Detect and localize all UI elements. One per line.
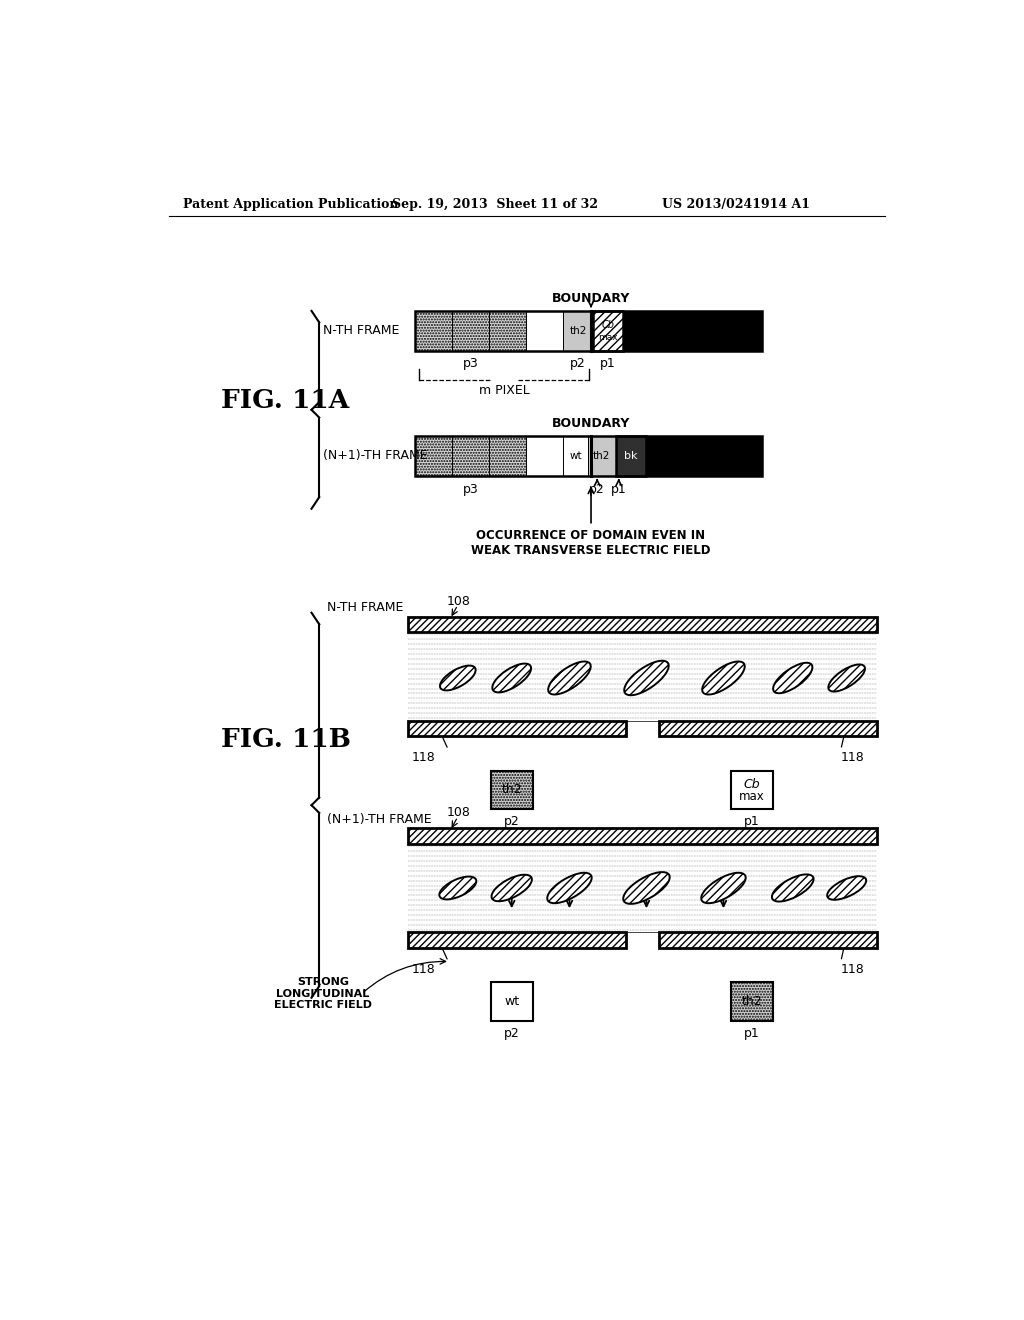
Text: th2: th2 [741,995,763,1008]
Text: p1: p1 [600,356,615,370]
Bar [416,436,762,475]
Bar [489,312,526,351]
Text: bk: bk [625,450,638,461]
Bar [408,632,878,721]
Ellipse shape [701,873,745,903]
Text: m PIXEL: m PIXEL [478,384,529,397]
Ellipse shape [702,661,744,694]
Bar [563,436,588,475]
Bar [489,436,526,475]
Text: BOUNDARY: BOUNDARY [552,292,630,305]
Bar [658,721,878,737]
Bar [593,312,624,351]
Bar [416,312,453,351]
Text: Sep. 19, 2013  Sheet 11 of 32: Sep. 19, 2013 Sheet 11 of 32 [392,198,598,211]
Bar [408,932,627,948]
Ellipse shape [624,873,670,904]
Ellipse shape [493,664,531,693]
Bar [453,312,489,351]
Text: th2: th2 [502,783,522,796]
Text: Patent Application Publication: Patent Application Publication [183,198,398,211]
Ellipse shape [547,873,592,903]
Text: Cb: Cb [601,321,614,330]
Text: N-TH FRAME: N-TH FRAME [323,325,399,338]
Bar [615,436,646,475]
Bar [676,436,705,475]
Text: p3: p3 [463,356,479,370]
Bar [705,436,733,475]
Ellipse shape [548,661,591,694]
Ellipse shape [773,663,812,693]
Text: FIG. 11B: FIG. 11B [221,727,351,752]
Text: p1: p1 [611,483,627,496]
Text: N-TH FRAME: N-TH FRAME [327,601,403,614]
Bar [526,436,563,475]
Text: p3: p3 [463,483,479,496]
Bar [733,436,762,475]
Bar [408,616,878,632]
Text: max: max [598,333,617,342]
Bar [646,436,676,475]
Text: wt: wt [505,995,519,1008]
Bar [416,312,762,351]
Text: (N+1)-TH FRAME: (N+1)-TH FRAME [327,813,431,825]
Text: p2: p2 [504,1027,520,1040]
Text: Cb: Cb [743,777,761,791]
Text: OCCURRENCE OF DOMAIN EVEN IN
WEAK TRANSVERSE ELECTRIC FIELD: OCCURRENCE OF DOMAIN EVEN IN WEAK TRANSV… [471,529,711,557]
Text: wt: wt [569,450,582,461]
Text: max: max [739,791,765,804]
Text: th2: th2 [569,326,587,335]
Bar [658,932,878,948]
Text: p2: p2 [504,814,520,828]
Bar [731,771,773,809]
Bar [408,843,878,932]
Bar [416,436,453,475]
Bar [490,982,534,1020]
Ellipse shape [772,874,814,902]
Ellipse shape [492,875,531,902]
Bar [658,312,692,351]
Text: 118: 118 [841,751,864,764]
Text: FIG. 11A: FIG. 11A [221,388,349,413]
Ellipse shape [828,664,865,692]
Text: BOUNDARY: BOUNDARY [552,417,630,430]
Text: 118: 118 [412,962,435,975]
Bar [453,436,489,475]
Bar [624,312,658,351]
Bar [563,312,593,351]
Text: p2: p2 [570,356,586,370]
Bar [408,721,627,737]
Ellipse shape [440,665,476,690]
Text: 108: 108 [446,807,470,820]
Text: (N+1)-TH FRAME: (N+1)-TH FRAME [323,449,428,462]
Text: p1: p1 [744,1027,760,1040]
Text: p2: p2 [589,483,605,496]
Text: 118: 118 [841,962,864,975]
Bar [408,829,878,843]
Bar [490,771,534,809]
Bar [588,436,615,475]
Ellipse shape [439,876,476,899]
Bar [727,312,762,351]
Ellipse shape [827,876,866,900]
Ellipse shape [625,661,669,696]
Text: STRONG
LONGITUDINAL
ELECTRIC FIELD: STRONG LONGITUDINAL ELECTRIC FIELD [274,977,372,1010]
Text: US 2013/0241914 A1: US 2013/0241914 A1 [662,198,810,211]
Text: th2: th2 [593,450,610,461]
Bar [526,312,563,351]
Text: 108: 108 [446,594,470,607]
Text: p1: p1 [744,814,760,828]
Text: 118: 118 [412,751,435,764]
Bar [731,982,773,1020]
Bar [692,312,727,351]
